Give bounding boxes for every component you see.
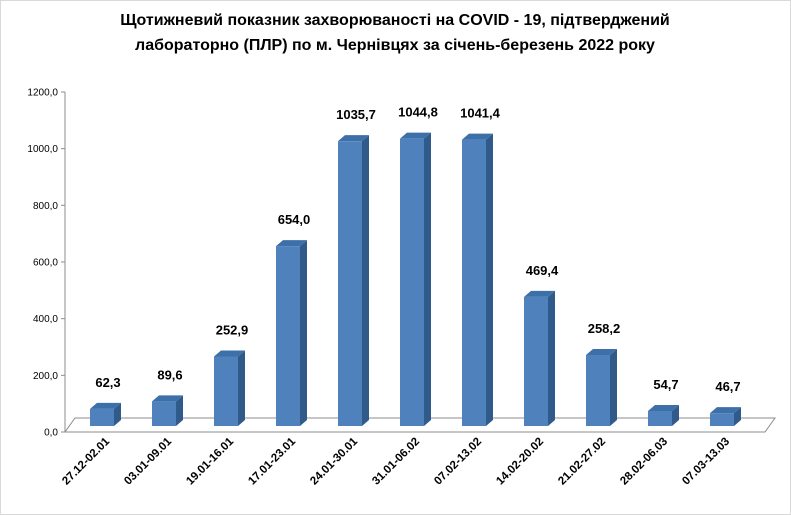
chart-title-line-2: лабораторно (ПЛР) по м. Чернівцях за січ…	[135, 37, 655, 54]
data-label: 654,0	[278, 212, 311, 227]
bar-side	[362, 135, 369, 426]
bar-side	[610, 348, 617, 426]
x-tick-label: 28.02-06.03	[618, 436, 670, 488]
bar	[648, 410, 672, 426]
x-tick-label: 14.02-20.02	[494, 436, 546, 488]
bar-top	[648, 404, 679, 411]
data-label: 62,3	[95, 375, 120, 390]
bar	[462, 139, 486, 427]
bar	[710, 413, 734, 426]
bar-top	[214, 350, 245, 357]
bar-side	[734, 407, 741, 426]
y-tick-label: 800,0	[33, 201, 58, 212]
x-tick-label: 07.03-13.03	[680, 436, 732, 488]
x-tick-label: 07.02-13.02	[432, 436, 484, 488]
x-tick-label: 31.01-06.02	[370, 436, 422, 488]
x-tick-label: 17.01-23.01	[246, 435, 298, 487]
bar-top	[462, 133, 493, 140]
bar-side	[300, 240, 307, 426]
bar-side	[548, 290, 555, 426]
bar	[338, 141, 362, 426]
data-label: 1041,4	[460, 106, 501, 121]
y-tick-label: 1000,0	[27, 144, 58, 155]
data-label: 1044,8	[398, 105, 438, 120]
bar-top	[586, 348, 617, 355]
bar-top	[90, 402, 121, 409]
x-tick-label: 27.12-02.01	[60, 435, 112, 487]
bar	[400, 138, 424, 426]
data-label: 46,7	[715, 379, 740, 394]
bar-side	[672, 404, 679, 426]
bar-top	[400, 132, 431, 139]
bar-top	[152, 395, 183, 402]
y-tick-label: 600,0	[33, 258, 58, 269]
bar-side	[114, 402, 121, 426]
x-tick-label: 03.01-09.01	[122, 435, 174, 487]
x-tick-label: 21.02-27.02	[556, 436, 608, 488]
y-tick-label: 400,0	[33, 314, 58, 325]
data-label: 1035,7	[336, 107, 376, 122]
y-tick-label: 200,0	[33, 371, 58, 382]
bar-side	[424, 132, 431, 426]
data-label: 258,2	[588, 321, 621, 336]
data-label: 252,9	[216, 322, 249, 337]
data-label: 89,6	[157, 367, 182, 382]
bar	[214, 356, 238, 426]
bar	[586, 354, 610, 426]
x-tick-label: 24.01-30.01	[308, 435, 360, 487]
data-label: 54,7	[653, 377, 678, 392]
y-tick-label: 1200,0	[27, 88, 58, 99]
bar-top	[276, 240, 307, 247]
y-tick-label: 0,0	[44, 428, 58, 439]
data-label: 469,4	[526, 263, 559, 278]
bar	[90, 408, 114, 426]
bar	[524, 296, 548, 426]
x-tick-label: 19.01-16.01	[184, 435, 236, 487]
bar-side	[486, 133, 493, 427]
bar-side	[238, 350, 245, 426]
bar-top	[524, 290, 555, 297]
bar-top	[338, 135, 369, 142]
bar-side	[176, 395, 183, 426]
chart-title: Щотижневий показник захворюваності на CO…	[60, 8, 730, 58]
bar	[276, 246, 300, 426]
chart-title-line-1: Щотижневий показник захворюваності на CO…	[120, 12, 670, 29]
bar-top	[710, 407, 741, 414]
bar	[152, 401, 176, 426]
